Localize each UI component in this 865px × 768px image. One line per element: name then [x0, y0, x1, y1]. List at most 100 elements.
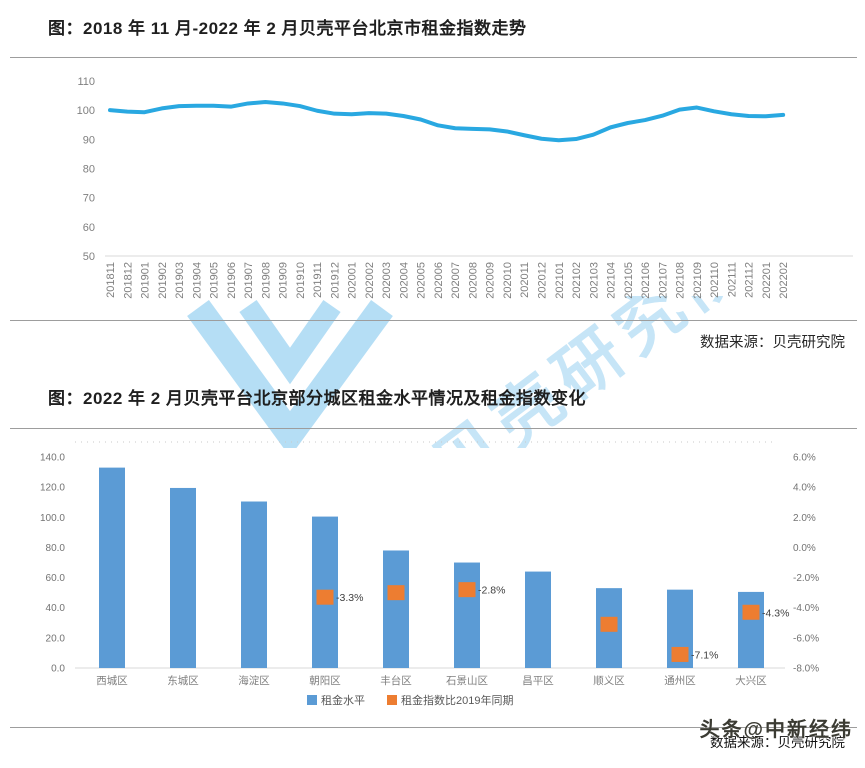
- svg-text:通州区: 通州区: [664, 675, 696, 687]
- svg-text:202003: 202003: [381, 262, 393, 299]
- rent-index-line-chart: 110 100 90 80 70 60 50 201811 201812 201901 201902…: [77, 76, 853, 299]
- marker: [671, 646, 689, 662]
- svg-text:140.0: 140.0: [40, 453, 65, 464]
- svg-text:4.0%: 4.0%: [793, 483, 816, 494]
- svg-text:202010: 202010: [502, 262, 514, 299]
- svg-text:-2.8%: -2.8%: [478, 585, 505, 597]
- svg-text:60.0: 60.0: [46, 573, 66, 584]
- svg-text:202006: 202006: [433, 262, 445, 299]
- svg-text:201909: 201909: [278, 262, 290, 299]
- svg-text:西城区: 西城区: [96, 675, 128, 687]
- svg-text:20.0: 20.0: [46, 633, 66, 644]
- svg-text:202001: 202001: [347, 262, 359, 299]
- svg-text:70: 70: [83, 193, 95, 205]
- footer-data-source-note: 数据来源：贝壳研究院: [710, 735, 845, 750]
- svg-text:202004: 202004: [398, 262, 410, 299]
- svg-text:-6.0%: -6.0%: [793, 633, 819, 644]
- svg-text:0.0%: 0.0%: [793, 543, 816, 554]
- svg-text:202111: 202111: [726, 262, 738, 297]
- svg-text:202112: 202112: [744, 262, 756, 298]
- toutiao-handle: 头条@中新经纬: [699, 719, 853, 741]
- svg-text:-4.0%: -4.0%: [793, 603, 819, 614]
- svg-text:2.0%: 2.0%: [793, 513, 816, 524]
- svg-text:顺义区: 顺义区: [593, 675, 625, 687]
- svg-text:202012: 202012: [537, 262, 549, 299]
- svg-text:202107: 202107: [657, 262, 669, 299]
- legend-swatch-bar: [307, 695, 317, 705]
- svg-text:202103: 202103: [588, 262, 600, 299]
- svg-text:201912: 201912: [329, 262, 341, 299]
- svg-text:-8.0%: -8.0%: [793, 664, 819, 675]
- svg-text:50: 50: [83, 251, 95, 263]
- svg-text:租金水平: 租金水平: [321, 693, 365, 707]
- svg-text:110: 110: [77, 76, 95, 88]
- svg-text:201906: 201906: [226, 262, 238, 299]
- svg-text:90: 90: [83, 134, 95, 146]
- bar: [525, 571, 551, 668]
- marker: [458, 582, 476, 598]
- legend: 租金水平 租金指数比2019年同期: [307, 693, 513, 707]
- bar: [99, 467, 125, 668]
- svg-text:海淀区: 海淀区: [238, 674, 270, 687]
- bar: [383, 550, 409, 668]
- svg-text:120.0: 120.0: [40, 483, 65, 494]
- line-chart-title: 图：2018 年 11 月-2022 年 2 月贝壳平台北京市租金指数走势: [48, 19, 527, 38]
- svg-text:202106: 202106: [640, 262, 652, 299]
- svg-text:6.0%: 6.0%: [793, 453, 816, 464]
- left-axis-labels: 0.0 20.0 40.0 60.0 80.0 100.0 120.0 140.0: [40, 453, 65, 675]
- svg-text:0.0: 0.0: [51, 664, 65, 675]
- bar: [241, 501, 267, 668]
- svg-text:大兴区: 大兴区: [735, 674, 767, 687]
- svg-text:202101: 202101: [554, 262, 566, 299]
- category-labels: 西城区 东城区 海淀区 朝阳区 丰台区 石景山区 昌平区 顺义区 通州区 大兴区: [96, 674, 767, 687]
- marker: [387, 585, 405, 601]
- svg-text:80.0: 80.0: [46, 543, 66, 554]
- bar: [738, 591, 764, 668]
- bar: [454, 562, 480, 668]
- right-axis-labels: 6.0% 4.0% 2.0% 0.0% -2.0% -4.0% -6.0% -8.0%: [793, 453, 819, 675]
- district-rent-bar-chart: 0.0 20.0 40.0 60.0 80.0 100.0 120.0 140.0 6.0% 4.…: [40, 441, 819, 707]
- divider-line: [10, 428, 857, 429]
- svg-text:201905: 201905: [209, 262, 221, 299]
- svg-text:202202: 202202: [778, 262, 790, 299]
- svg-text:202108: 202108: [675, 262, 687, 299]
- svg-text:-4.3%: -4.3%: [762, 607, 789, 619]
- svg-text:202102: 202102: [571, 262, 583, 299]
- svg-text:202011: 202011: [519, 262, 531, 298]
- rent-index-series-line: [108, 100, 786, 143]
- svg-text:201911: 201911: [312, 262, 324, 298]
- svg-text:202009: 202009: [485, 262, 497, 299]
- svg-text:201907: 201907: [243, 262, 255, 299]
- data-source-note: 数据来源：贝壳研究院: [700, 335, 845, 351]
- svg-text:丰台区: 丰台区: [380, 674, 412, 687]
- svg-text:昌平区: 昌平区: [522, 675, 554, 687]
- x-axis-labels: 201811 201812 201901 201902 201903 201904 2019…: [105, 262, 790, 299]
- divider-line: [10, 57, 857, 58]
- svg-text:东城区: 东城区: [167, 674, 199, 687]
- svg-text:201812: 201812: [122, 262, 134, 299]
- svg-text:100.0: 100.0: [40, 513, 65, 524]
- bar-chart-title: 图：2022 年 2 月贝壳平台北京部分城区租金水平情况及租金指数变化: [48, 389, 586, 408]
- svg-text:60: 60: [83, 222, 95, 234]
- svg-text:-3.3%: -3.3%: [336, 592, 363, 604]
- svg-text:201903: 201903: [174, 262, 186, 299]
- bar: [170, 487, 196, 668]
- svg-text:80: 80: [83, 164, 95, 176]
- rent-level-bars: [99, 467, 764, 668]
- svg-text:202007: 202007: [450, 262, 462, 299]
- divider-line: [10, 320, 857, 321]
- divider-line: [10, 727, 857, 728]
- y-axis-labels: 110 100 90 80 70 60 50: [77, 76, 95, 263]
- svg-text:201811: 201811: [105, 262, 117, 298]
- svg-text:石景山区: 石景山区: [446, 675, 488, 687]
- marker: [316, 589, 334, 605]
- marker: [600, 616, 618, 632]
- svg-text:202105: 202105: [623, 262, 635, 299]
- svg-text:朝阳区: 朝阳区: [309, 675, 341, 687]
- rent-index-markers: -3.3% -2.8% -7.1% -4.3%: [316, 582, 789, 662]
- svg-text:202110: 202110: [709, 262, 721, 298]
- svg-text:201902: 201902: [157, 262, 169, 299]
- marker: [742, 604, 760, 620]
- svg-text:-7.1%: -7.1%: [691, 649, 718, 661]
